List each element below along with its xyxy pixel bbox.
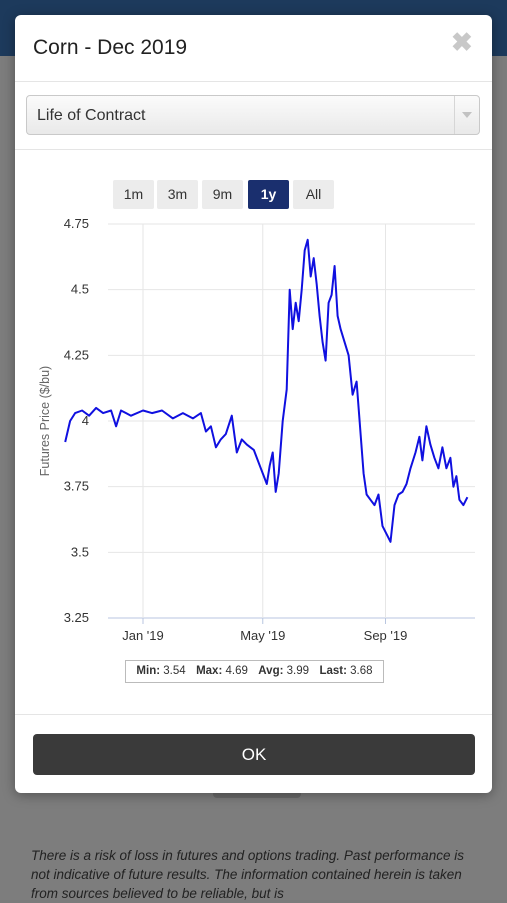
stat-avg: Avg: 3.99 [258,665,310,677]
stat-min: Min: 3.54 [136,665,186,677]
price-chart: 3.25 3.5 3.75 4 4.25 4.5 4.75 Jan '19 May '19 Sep… [38,216,475,643]
stat-last: Last: 3.68 [319,665,373,677]
contract-range-select[interactable]: Life of Contract [26,95,480,135]
price-stats-box: Min: 3.54 Max: 4.69 Avg: 3.99 Last: 3.68 [125,660,384,683]
y-tick-label: 3.25 [64,610,89,625]
chart-modal: Corn - Dec 2019 ✖ Life of Contract 1m 3m… [15,15,492,793]
range-button-3m[interactable]: 3m [157,180,198,209]
y-tick-label: 4.75 [64,216,89,231]
price-series-line [64,238,469,543]
y-tick-label: 4 [82,413,89,428]
ok-button[interactable]: OK [33,734,475,775]
y-tick-label: 4.5 [71,282,89,297]
y-axis-label: Futures Price ($/bu) [38,366,52,476]
y-tick-label: 3.75 [64,479,89,494]
x-tick-label: Jan '19 [122,628,164,643]
risk-disclaimer: There is a risk of loss in futures and o… [31,848,464,901]
x-tick-label: May '19 [240,628,285,643]
header-divider [15,81,492,82]
close-icon[interactable]: ✖ [451,27,473,57]
y-tick-label: 4.25 [64,347,89,362]
y-tick-label: 3.5 [71,544,89,559]
chevron-down-icon [454,96,479,134]
stat-max: Max: 4.69 [196,665,248,677]
range-button-all[interactable]: All [293,180,334,209]
range-button-1y[interactable]: 1y [248,180,289,209]
range-button-9m[interactable]: 9m [202,180,243,209]
footer-divider [15,714,492,715]
select-value: Life of Contract [37,107,146,124]
select-divider [15,149,492,150]
modal-title: Corn - Dec 2019 [33,36,188,59]
range-button-1m[interactable]: 1m [113,180,154,209]
x-tick-label: Sep '19 [364,628,408,643]
